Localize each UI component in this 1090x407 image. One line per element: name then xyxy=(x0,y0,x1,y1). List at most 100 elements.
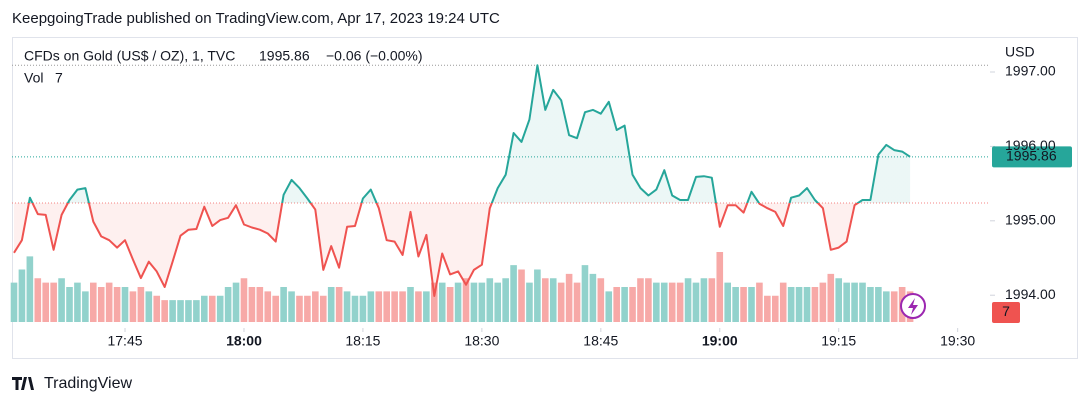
volume-bar xyxy=(518,269,525,322)
volume-bar xyxy=(779,282,787,322)
volume-bar xyxy=(526,282,533,322)
x-tick-label: 17:45 xyxy=(107,333,142,349)
volume-bar xyxy=(851,282,858,322)
price-badge xyxy=(992,146,1072,168)
volume-bar xyxy=(795,287,803,322)
volume-bar xyxy=(105,282,113,322)
publisher-line: KeepgoingTrade published on TradingView.… xyxy=(12,10,500,27)
volume-last: 7 xyxy=(55,70,63,86)
volume-bar xyxy=(534,269,541,322)
volume-bar xyxy=(304,295,311,322)
x-tick-label: 18:15 xyxy=(345,333,380,349)
volume-bar xyxy=(835,278,843,322)
volume-bar xyxy=(629,287,636,322)
volume-bar xyxy=(18,269,26,322)
volume-bar xyxy=(256,287,264,322)
volume-bar xyxy=(50,282,57,322)
volume-bar xyxy=(605,291,613,322)
volume-bar xyxy=(811,287,819,322)
volume-bar xyxy=(161,300,168,322)
volume-bar xyxy=(42,282,50,322)
volume-bar xyxy=(621,287,628,322)
alert-bolt xyxy=(908,298,918,315)
volume-bar xyxy=(676,282,684,322)
volume-bar xyxy=(589,273,597,322)
volume-bar xyxy=(97,287,105,322)
volume-bar xyxy=(34,278,42,322)
volume-bar xyxy=(486,278,494,322)
price-line xyxy=(13,64,911,297)
volume-bar xyxy=(557,282,565,322)
volume-bar xyxy=(478,282,486,322)
volume-bar xyxy=(407,287,414,322)
volume-bar xyxy=(415,291,422,322)
volume-bar xyxy=(867,287,874,322)
volume-bar xyxy=(10,282,18,322)
volume-bar xyxy=(819,282,827,322)
volume-bar xyxy=(890,291,898,322)
volume-bar xyxy=(399,291,406,322)
volume-bar xyxy=(724,282,731,322)
volume-bar xyxy=(430,282,438,322)
volume-bar xyxy=(264,291,272,322)
volume-bar xyxy=(645,278,652,322)
volume-bar xyxy=(454,282,462,322)
currency: USD xyxy=(1005,44,1035,60)
volume-bar xyxy=(327,287,335,322)
volume-badge-label: 7 xyxy=(1002,303,1010,319)
volume-bar xyxy=(129,291,137,322)
volume-bar xyxy=(462,278,470,322)
chart-frame xyxy=(12,37,1078,359)
chart-title: CFDs on Gold (US$ / OZ), 1, TVC xyxy=(24,48,235,64)
volume-bar xyxy=(502,278,509,322)
volume-bar xyxy=(351,295,359,322)
volume-bar xyxy=(319,295,327,322)
volume-bar xyxy=(565,273,573,322)
volume-bar xyxy=(573,282,581,322)
volume-bar xyxy=(121,287,129,322)
volume-bar xyxy=(756,282,763,322)
brand: TradingView xyxy=(44,375,132,392)
volume-bar xyxy=(335,287,343,322)
volume-bar xyxy=(153,295,161,322)
volume-bar xyxy=(803,287,811,322)
volume-bar xyxy=(883,291,890,322)
volume-bar xyxy=(296,295,303,322)
volume-bar xyxy=(549,278,557,322)
volume-bar xyxy=(216,295,224,322)
volume-bar xyxy=(224,287,232,322)
volume-bar xyxy=(692,282,700,322)
volume-label: Vol xyxy=(24,70,43,86)
x-tick-label: 18:00 xyxy=(226,333,262,349)
volume-bar xyxy=(201,295,208,322)
volume-bar xyxy=(859,282,866,322)
y-tick-label: 1994.00 xyxy=(1005,286,1056,302)
volume-bar xyxy=(875,287,882,322)
last-price: 1995.86 xyxy=(259,48,310,64)
volume-bar xyxy=(375,291,383,322)
volume-bar xyxy=(66,287,73,322)
volume-badge xyxy=(992,302,1020,323)
x-tick-label: 19:30 xyxy=(940,333,975,349)
volume-bar xyxy=(185,300,192,322)
volume-bar xyxy=(280,287,287,322)
volume-bar xyxy=(613,287,620,322)
volume-bar xyxy=(137,287,145,322)
volume-bar xyxy=(637,278,644,322)
volume-bar xyxy=(113,287,121,322)
volume-bar xyxy=(438,282,446,322)
volume-bar xyxy=(660,282,668,322)
volume-bar xyxy=(668,282,676,322)
volume-bar xyxy=(208,295,216,322)
volume-bar xyxy=(787,287,795,322)
volume-bar xyxy=(359,295,367,322)
volume-bar xyxy=(748,287,755,322)
volume-bar xyxy=(58,278,65,322)
volume-bar xyxy=(684,278,692,322)
baseline-area xyxy=(14,65,911,296)
volume-bar xyxy=(597,278,605,322)
volume-bar xyxy=(827,273,835,322)
volume-bar xyxy=(581,265,589,322)
volume-bar xyxy=(470,282,478,322)
